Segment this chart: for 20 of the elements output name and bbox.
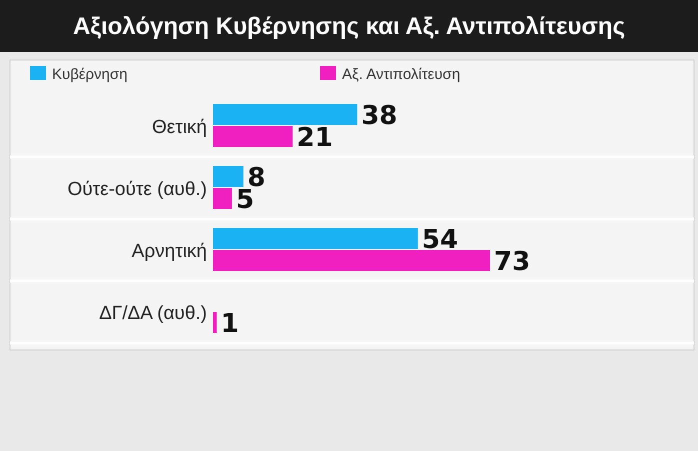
bar bbox=[213, 250, 490, 271]
bar bbox=[213, 104, 358, 125]
bar bbox=[213, 166, 244, 187]
bar bbox=[213, 228, 418, 249]
legend-label: Κυβέρνηση bbox=[52, 66, 128, 83]
y-tick-label: Θετική bbox=[152, 117, 207, 138]
bar bbox=[213, 188, 232, 209]
y-tick-label: Αρνητική bbox=[132, 241, 207, 262]
legend-label: Αξ. Αντιπολίτευση bbox=[342, 66, 460, 83]
bar bbox=[213, 126, 293, 147]
data-label: 21 bbox=[296, 123, 333, 153]
y-tick-label: Ούτε-ούτε (αυθ.) bbox=[67, 179, 207, 200]
data-label: 73 bbox=[494, 247, 530, 277]
bar bbox=[213, 312, 217, 333]
data-label: 1 bbox=[220, 309, 239, 339]
data-label: 54 bbox=[422, 225, 458, 255]
data-label: 38 bbox=[361, 101, 398, 131]
data-label: 5 bbox=[236, 185, 254, 215]
chart-title: Αξιολόγηση Κυβέρνησης και Αξ. Αντιπολίτευσης bbox=[72, 13, 626, 40]
y-tick-label: ΔΓ/ΔΑ (αυθ.) bbox=[99, 303, 207, 324]
